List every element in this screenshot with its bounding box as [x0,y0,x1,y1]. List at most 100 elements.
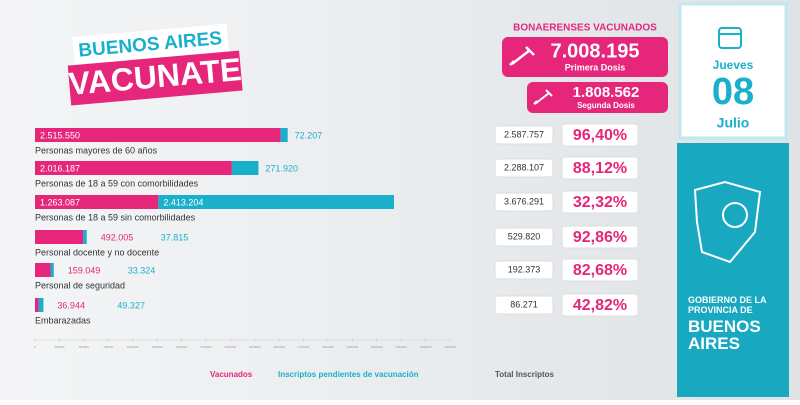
gov-line: GOBIERNO DE LA PROVINCIA DE [688,295,767,315]
first-dose-box [502,37,668,77]
bar [231,161,259,175]
first-dose-label: Primera Dosis [565,62,626,72]
title-main-box [67,50,243,106]
total-box [494,125,554,145]
second-dose: 1.808.562 [573,84,640,101]
value-label: 37.815 [161,232,189,242]
total-value: 529.820 [508,231,541,241]
syringe-icon [533,89,553,105]
bar [35,263,51,277]
percent-value: 42,82% [573,297,627,314]
percent-value: 32,32% [573,194,627,211]
x-tick-label: 2750000 [298,345,310,349]
category-label: Personas de 18 a 59 sin comorbilidades [35,212,196,222]
value-label: 2.515.550 [40,130,80,140]
bar [35,298,39,312]
value-label: 159.049 [68,265,101,275]
x-tick-label: 0 [34,345,36,349]
bar [38,298,44,312]
percent-value: 82,68% [573,262,627,279]
legend-entry: Vacunados [210,370,253,379]
total-value: 3.676.291 [504,196,544,206]
province-logo [693,180,762,264]
x-tick-label: 750000 [103,345,113,349]
value-label: 1.263.087 [40,197,80,207]
gov-name: BUENOS AIRES [688,318,761,353]
x-tick-label: 1000000 [127,345,139,349]
value-label: 36.944 [57,300,85,310]
second-dose-box [527,82,668,113]
totals-title: Total Inscriptos [495,370,555,379]
value-label: 2.413.204 [163,197,203,207]
province-logo [722,202,748,228]
category-label: Personas mayores de 60 años [35,145,158,155]
category-label: Embarazadas [35,315,91,325]
bar [35,128,281,142]
bar [35,161,232,175]
title-block: BUENOS AIRES VACUNATE [67,23,243,106]
value-label: 271.920 [265,163,298,173]
bar [83,230,87,244]
total-value: 2.587.757 [504,129,544,139]
total-value: 86.271 [510,299,538,309]
x-tick-label: 3000000 [322,345,334,349]
x-tick-label: 500000 [79,345,89,349]
total-value: 192.373 [508,264,541,274]
category-label: Personal docente y no docente [35,247,159,257]
total-box [494,158,554,178]
x-tick-label: 2250000 [249,345,261,349]
bar [50,263,54,277]
category-label: Personas de 18 a 59 con comorbilidades [35,178,199,188]
syringe-icon [509,46,535,66]
percent-box [561,123,639,147]
gov-text-box: GOBIERNO DE LA PROVINCIA DE [688,295,767,315]
total-box [494,192,554,212]
value-label: 492.005 [101,232,134,242]
value-label: 2.016.187 [40,163,80,173]
summary-title: BONAERENSES VACUNADOS [513,23,657,34]
gov-panel [677,143,789,397]
day: 08 [712,71,754,113]
total-box [494,260,554,280]
first-dose: 7.008.195 [551,40,640,62]
value-label: 49.327 [117,300,145,310]
bar [280,128,288,142]
category-label: Personal de seguridad [35,280,125,290]
x-tick-label: 1750000 [200,345,212,349]
date-panel [678,2,788,140]
x-tick-label: 3750000 [395,345,407,349]
x-tick-label: 4250000 [444,345,456,349]
weekday: Jueves [713,58,754,72]
value-label: 33.324 [128,265,156,275]
x-tick-label: 1250000 [151,345,163,349]
total-box [494,295,554,315]
percent-box [561,293,639,317]
x-tick-label: 1500000 [176,345,188,349]
total-value: 2.288.107 [504,162,544,172]
x-tick-label: 250000 [54,345,64,349]
percent-box [561,258,639,282]
x-tick-label: 2500000 [273,345,285,349]
bar [35,195,159,209]
percent-value: 96,40% [573,127,627,144]
percent-box [561,225,639,249]
calendar-icon [718,27,742,49]
x-tick-label: 3500000 [371,345,383,349]
x-tick-label: 3250000 [347,345,359,349]
bar [35,230,84,244]
x-tick-label: 2000000 [224,345,236,349]
value-label: 72.207 [295,130,323,140]
legend-entry: Inscriptos pendientes de vacunación [278,370,419,379]
percent-value: 88,12% [573,160,627,177]
chart: 2.515.550 72.207 Personas mayores de 60 añ… [34,123,639,379]
month: Julio [717,115,750,131]
bar [158,195,394,209]
percent-box [561,156,639,180]
percent-value: 92,86% [573,229,627,246]
x-tick-label: 4000000 [420,345,432,349]
percent-box [561,190,639,214]
total-box [494,227,554,247]
second-dose-label: Segunda Dosis [577,101,635,110]
